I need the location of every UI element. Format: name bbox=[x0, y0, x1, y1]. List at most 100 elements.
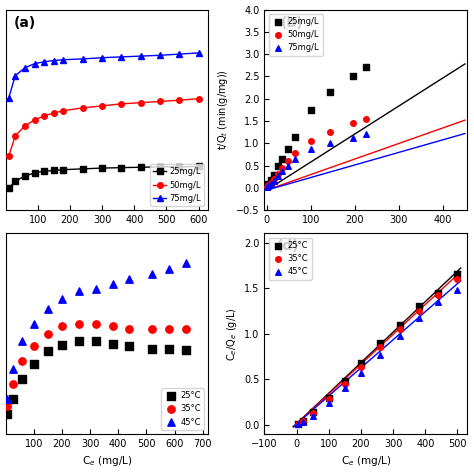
25mg/L bbox=[157, 164, 163, 170]
75mg/L bbox=[279, 168, 286, 175]
25mg/L bbox=[291, 133, 299, 140]
35°C bbox=[92, 320, 100, 328]
75mg/L bbox=[32, 61, 37, 66]
Text: (b): (b) bbox=[281, 16, 303, 29]
X-axis label: C$_e$ (mg/L): C$_e$ (mg/L) bbox=[82, 455, 132, 468]
45°C bbox=[75, 287, 82, 295]
25°C bbox=[165, 345, 173, 353]
25mg/L bbox=[61, 167, 66, 173]
25°C bbox=[376, 339, 384, 346]
50mg/L bbox=[279, 164, 286, 172]
45°C bbox=[92, 285, 100, 292]
50mg/L bbox=[157, 99, 163, 104]
25mg/L bbox=[32, 170, 37, 176]
50mg/L bbox=[41, 113, 47, 119]
25°C bbox=[30, 360, 37, 368]
45°C bbox=[325, 399, 333, 407]
45°C bbox=[126, 275, 133, 283]
35°C bbox=[126, 325, 133, 332]
35°C bbox=[75, 320, 82, 328]
25°C bbox=[58, 341, 66, 348]
75mg/L bbox=[138, 53, 144, 59]
75mg/L bbox=[80, 56, 86, 62]
45°C bbox=[434, 298, 442, 306]
75mg/L bbox=[6, 95, 12, 100]
25°C bbox=[454, 271, 461, 278]
75mg/L bbox=[284, 162, 292, 169]
35°C bbox=[58, 322, 66, 330]
25mg/L bbox=[349, 73, 357, 80]
45°C bbox=[9, 365, 17, 373]
45°C bbox=[182, 260, 190, 267]
25°C bbox=[126, 342, 133, 350]
25mg/L bbox=[41, 168, 47, 174]
35°C bbox=[434, 292, 442, 299]
25mg/L bbox=[80, 166, 86, 172]
25°C bbox=[9, 395, 17, 403]
Line: 75mg/L: 75mg/L bbox=[6, 50, 201, 100]
45°C bbox=[44, 305, 52, 312]
Y-axis label: t/Q$_t$ (min(g/mg)): t/Q$_t$ (min(g/mg)) bbox=[217, 70, 230, 150]
Legend: 25mg/L, 50mg/L, 75mg/L: 25mg/L, 50mg/L, 75mg/L bbox=[269, 14, 323, 56]
35°C bbox=[454, 275, 461, 283]
45°C bbox=[396, 333, 403, 340]
25°C bbox=[182, 346, 190, 354]
50mg/L bbox=[291, 149, 299, 157]
25mg/L bbox=[263, 182, 271, 190]
35°C bbox=[30, 342, 37, 350]
45°C bbox=[109, 280, 116, 287]
25°C bbox=[44, 347, 52, 355]
25mg/L bbox=[99, 165, 105, 171]
50mg/L bbox=[12, 133, 18, 139]
25°C bbox=[294, 420, 302, 428]
35°C bbox=[18, 357, 26, 365]
50mg/L bbox=[307, 137, 314, 145]
75mg/L bbox=[176, 51, 182, 57]
35°C bbox=[357, 364, 365, 371]
50mg/L bbox=[22, 123, 27, 129]
45°C bbox=[294, 420, 302, 428]
50mg/L bbox=[349, 119, 357, 127]
50mg/L bbox=[326, 128, 334, 136]
75mg/L bbox=[41, 59, 47, 64]
75mg/L bbox=[12, 73, 18, 79]
45°C bbox=[357, 369, 365, 377]
25mg/L bbox=[22, 173, 27, 179]
75mg/L bbox=[99, 55, 105, 61]
45°C bbox=[165, 264, 173, 272]
25°C bbox=[325, 394, 333, 401]
Text: (a): (a) bbox=[14, 16, 36, 29]
50mg/L bbox=[263, 183, 271, 191]
75mg/L bbox=[349, 134, 357, 142]
50mg/L bbox=[80, 105, 86, 111]
75mg/L bbox=[267, 180, 274, 188]
25mg/L bbox=[6, 185, 12, 191]
50mg/L bbox=[274, 170, 282, 177]
25mg/L bbox=[176, 164, 182, 170]
45°C bbox=[3, 395, 11, 403]
35°C bbox=[44, 330, 52, 337]
25mg/L bbox=[270, 171, 277, 178]
35°C bbox=[294, 420, 302, 428]
75mg/L bbox=[326, 139, 334, 147]
50mg/L bbox=[99, 103, 105, 109]
35°C bbox=[165, 325, 173, 332]
25°C bbox=[109, 340, 116, 347]
50mg/L bbox=[362, 115, 370, 123]
50mg/L bbox=[196, 96, 201, 101]
25°C bbox=[92, 337, 100, 345]
50mg/L bbox=[267, 179, 274, 186]
25°C bbox=[18, 375, 26, 383]
35°C bbox=[415, 307, 423, 315]
25mg/L bbox=[267, 176, 274, 183]
50mg/L bbox=[32, 117, 37, 123]
50mg/L bbox=[51, 110, 57, 116]
Line: 50mg/L: 50mg/L bbox=[6, 96, 201, 159]
25mg/L bbox=[138, 164, 144, 170]
75mg/L bbox=[196, 50, 201, 56]
35°C bbox=[9, 380, 17, 388]
50mg/L bbox=[61, 108, 66, 113]
50mg/L bbox=[270, 175, 277, 183]
Y-axis label: C$_e$/Q$_e$ (g/L): C$_e$/Q$_e$ (g/L) bbox=[225, 307, 238, 361]
25mg/L bbox=[362, 63, 370, 71]
